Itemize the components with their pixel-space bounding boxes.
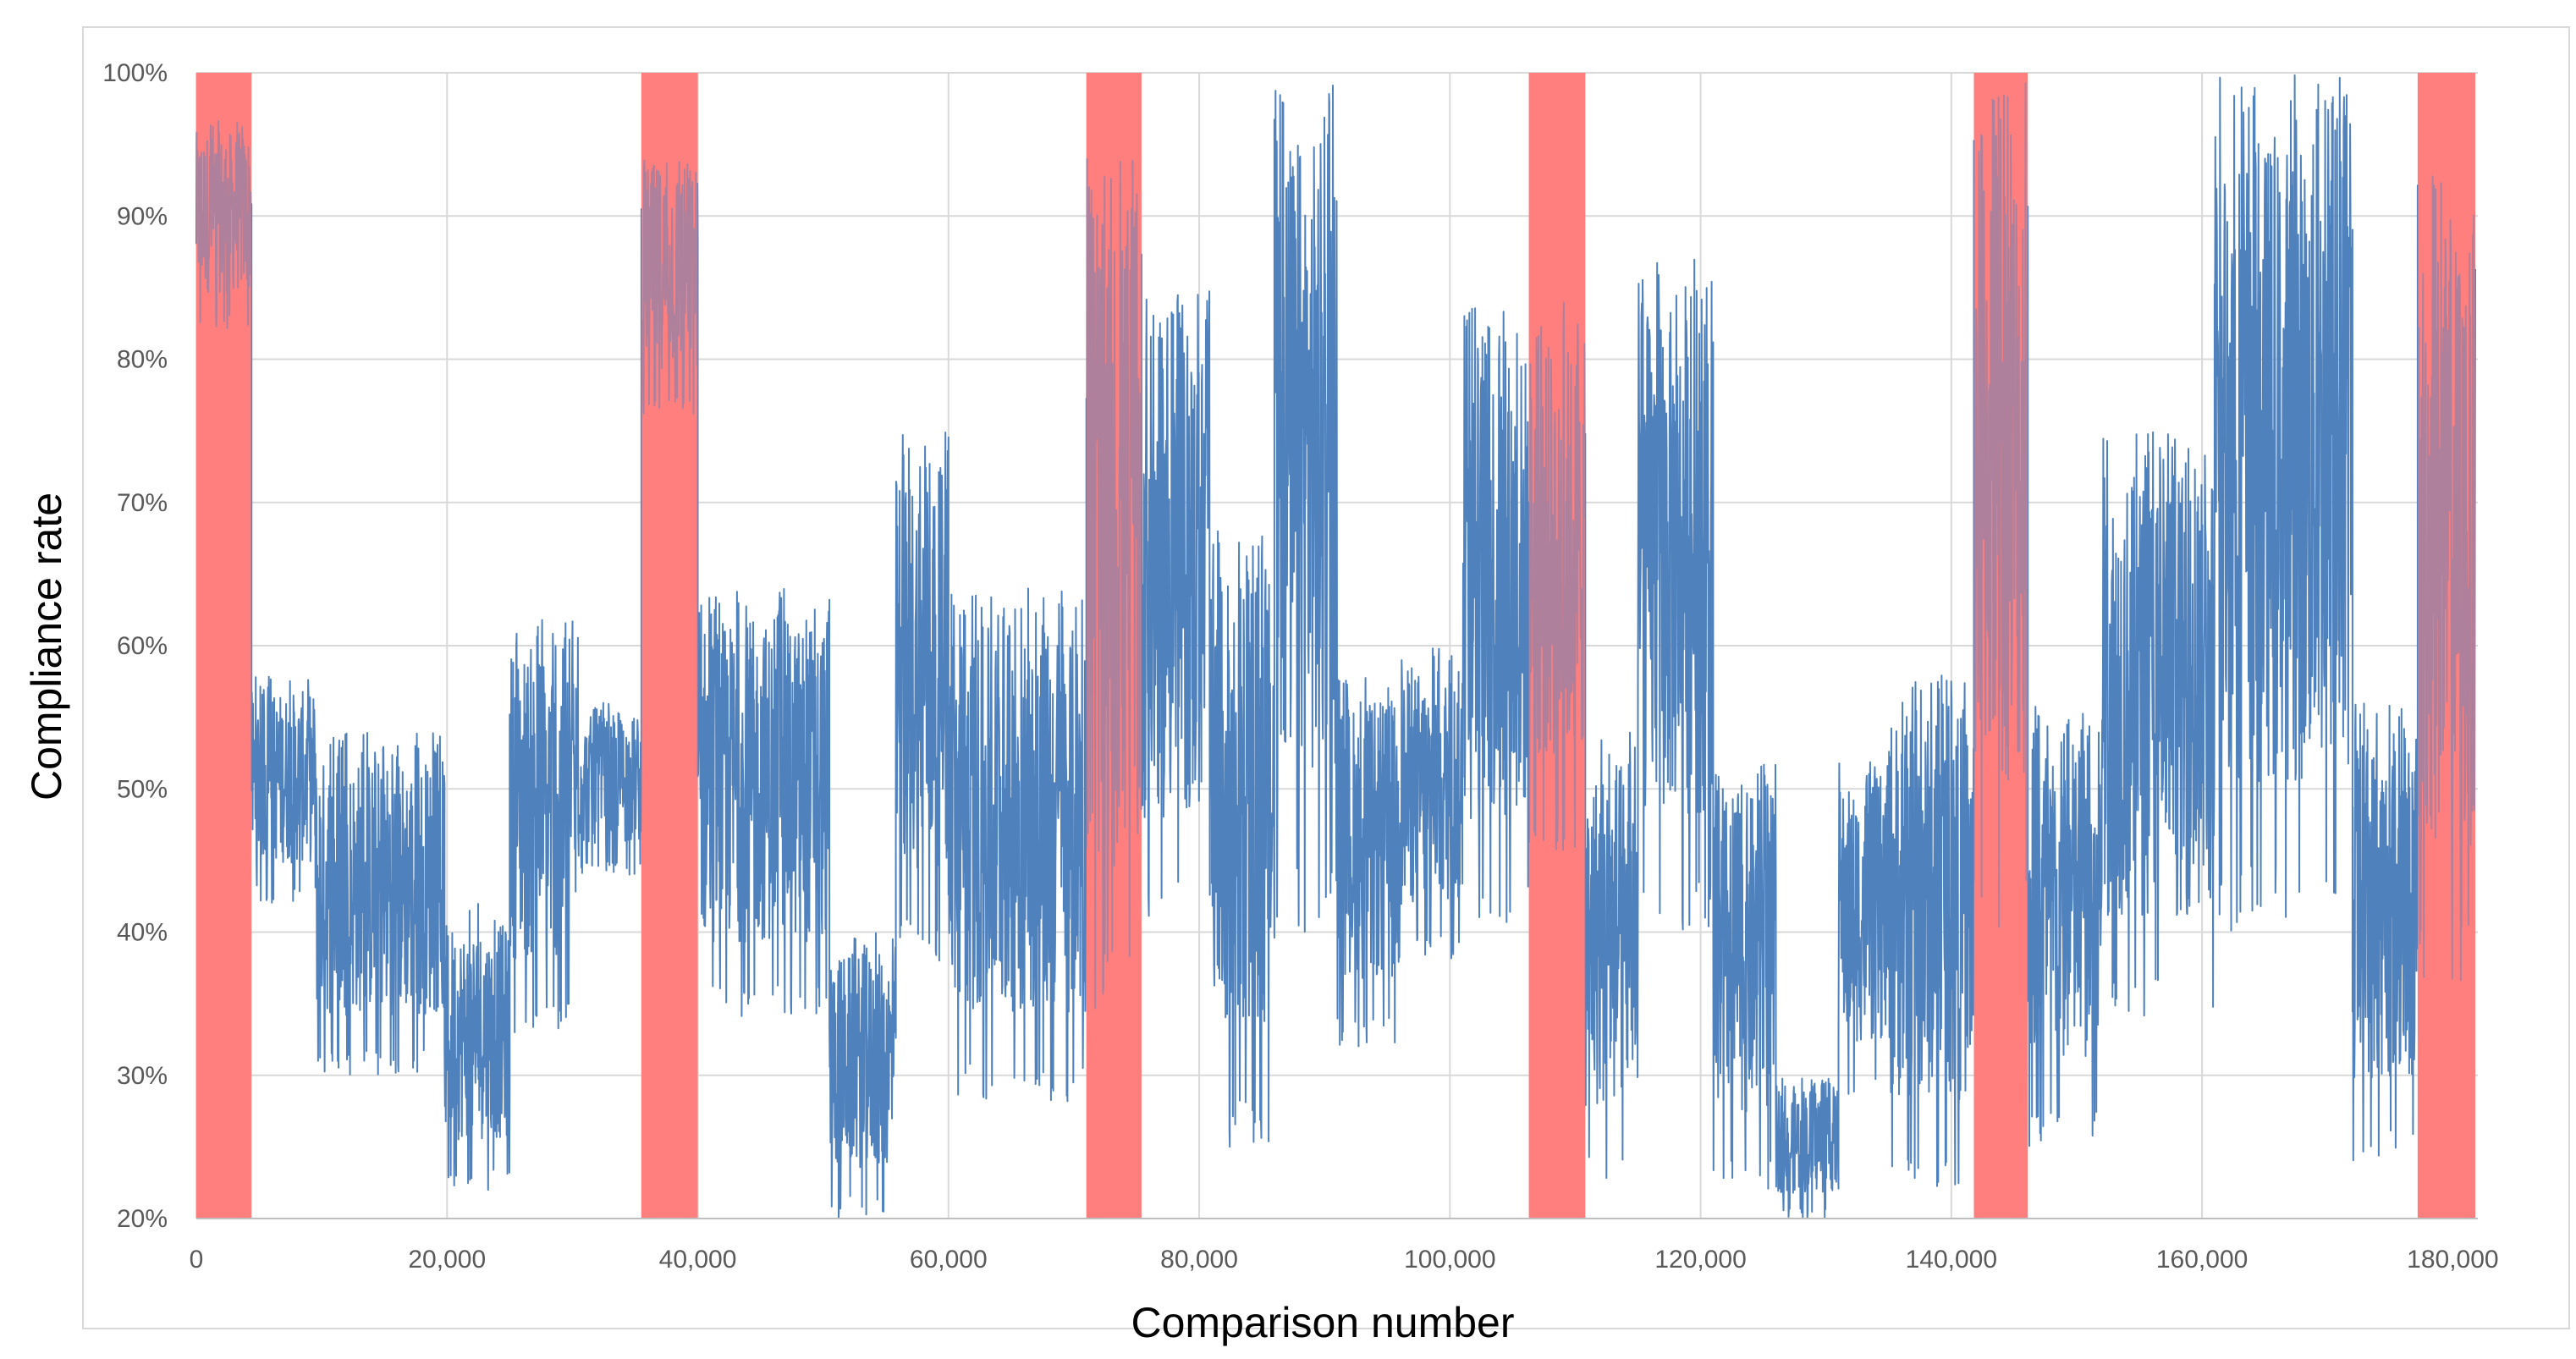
y-axis-title: Compliance rate xyxy=(23,492,70,801)
y-tick-label: 30% xyxy=(117,1062,168,1090)
series-compliance-rate xyxy=(195,74,2476,1219)
y-tick-label: 60% xyxy=(117,632,168,660)
x-tick-label: 120,000 xyxy=(1654,1246,1746,1274)
x-tick-label: 160,000 xyxy=(2156,1246,2248,1274)
highlight-overlay xyxy=(2417,73,2476,1219)
x-tick-label: 60,000 xyxy=(910,1246,988,1274)
series-line xyxy=(195,74,2476,1219)
highlight-overlay xyxy=(641,73,698,1219)
highlight-overlay xyxy=(196,73,252,1219)
x-tick-label: 40,000 xyxy=(659,1246,737,1274)
y-tick-label: 50% xyxy=(117,775,168,803)
x-tick-label: 80,000 xyxy=(1160,1246,1238,1274)
y-tick-label: 90% xyxy=(117,202,168,230)
x-tick-label: 100,000 xyxy=(1404,1246,1495,1274)
x-tick-label: 0 xyxy=(190,1246,204,1274)
highlight-overlay xyxy=(1086,73,1142,1219)
highlight-overlay xyxy=(1973,73,2028,1219)
y-tick-label: 80% xyxy=(117,346,168,374)
x-tick-label: 140,000 xyxy=(1906,1246,1997,1274)
axes: 20% 30% 40% 50% 60% 70% 80% 90% 100% 0 20,000 40,00… xyxy=(102,59,2498,1274)
x-axis-title: Comparison number xyxy=(1131,1299,1515,1346)
highlight-overlays xyxy=(196,73,2476,1219)
y-tick-label: 20% xyxy=(117,1205,168,1233)
y-tick-label: 100% xyxy=(102,59,168,87)
y-tick-label: 40% xyxy=(117,919,168,947)
y-tick-label: 70% xyxy=(117,489,168,517)
x-tick-label: 20,000 xyxy=(408,1246,486,1274)
highlight-overlay xyxy=(1528,73,1586,1219)
x-tick-label: 180,000 xyxy=(2407,1246,2498,1274)
